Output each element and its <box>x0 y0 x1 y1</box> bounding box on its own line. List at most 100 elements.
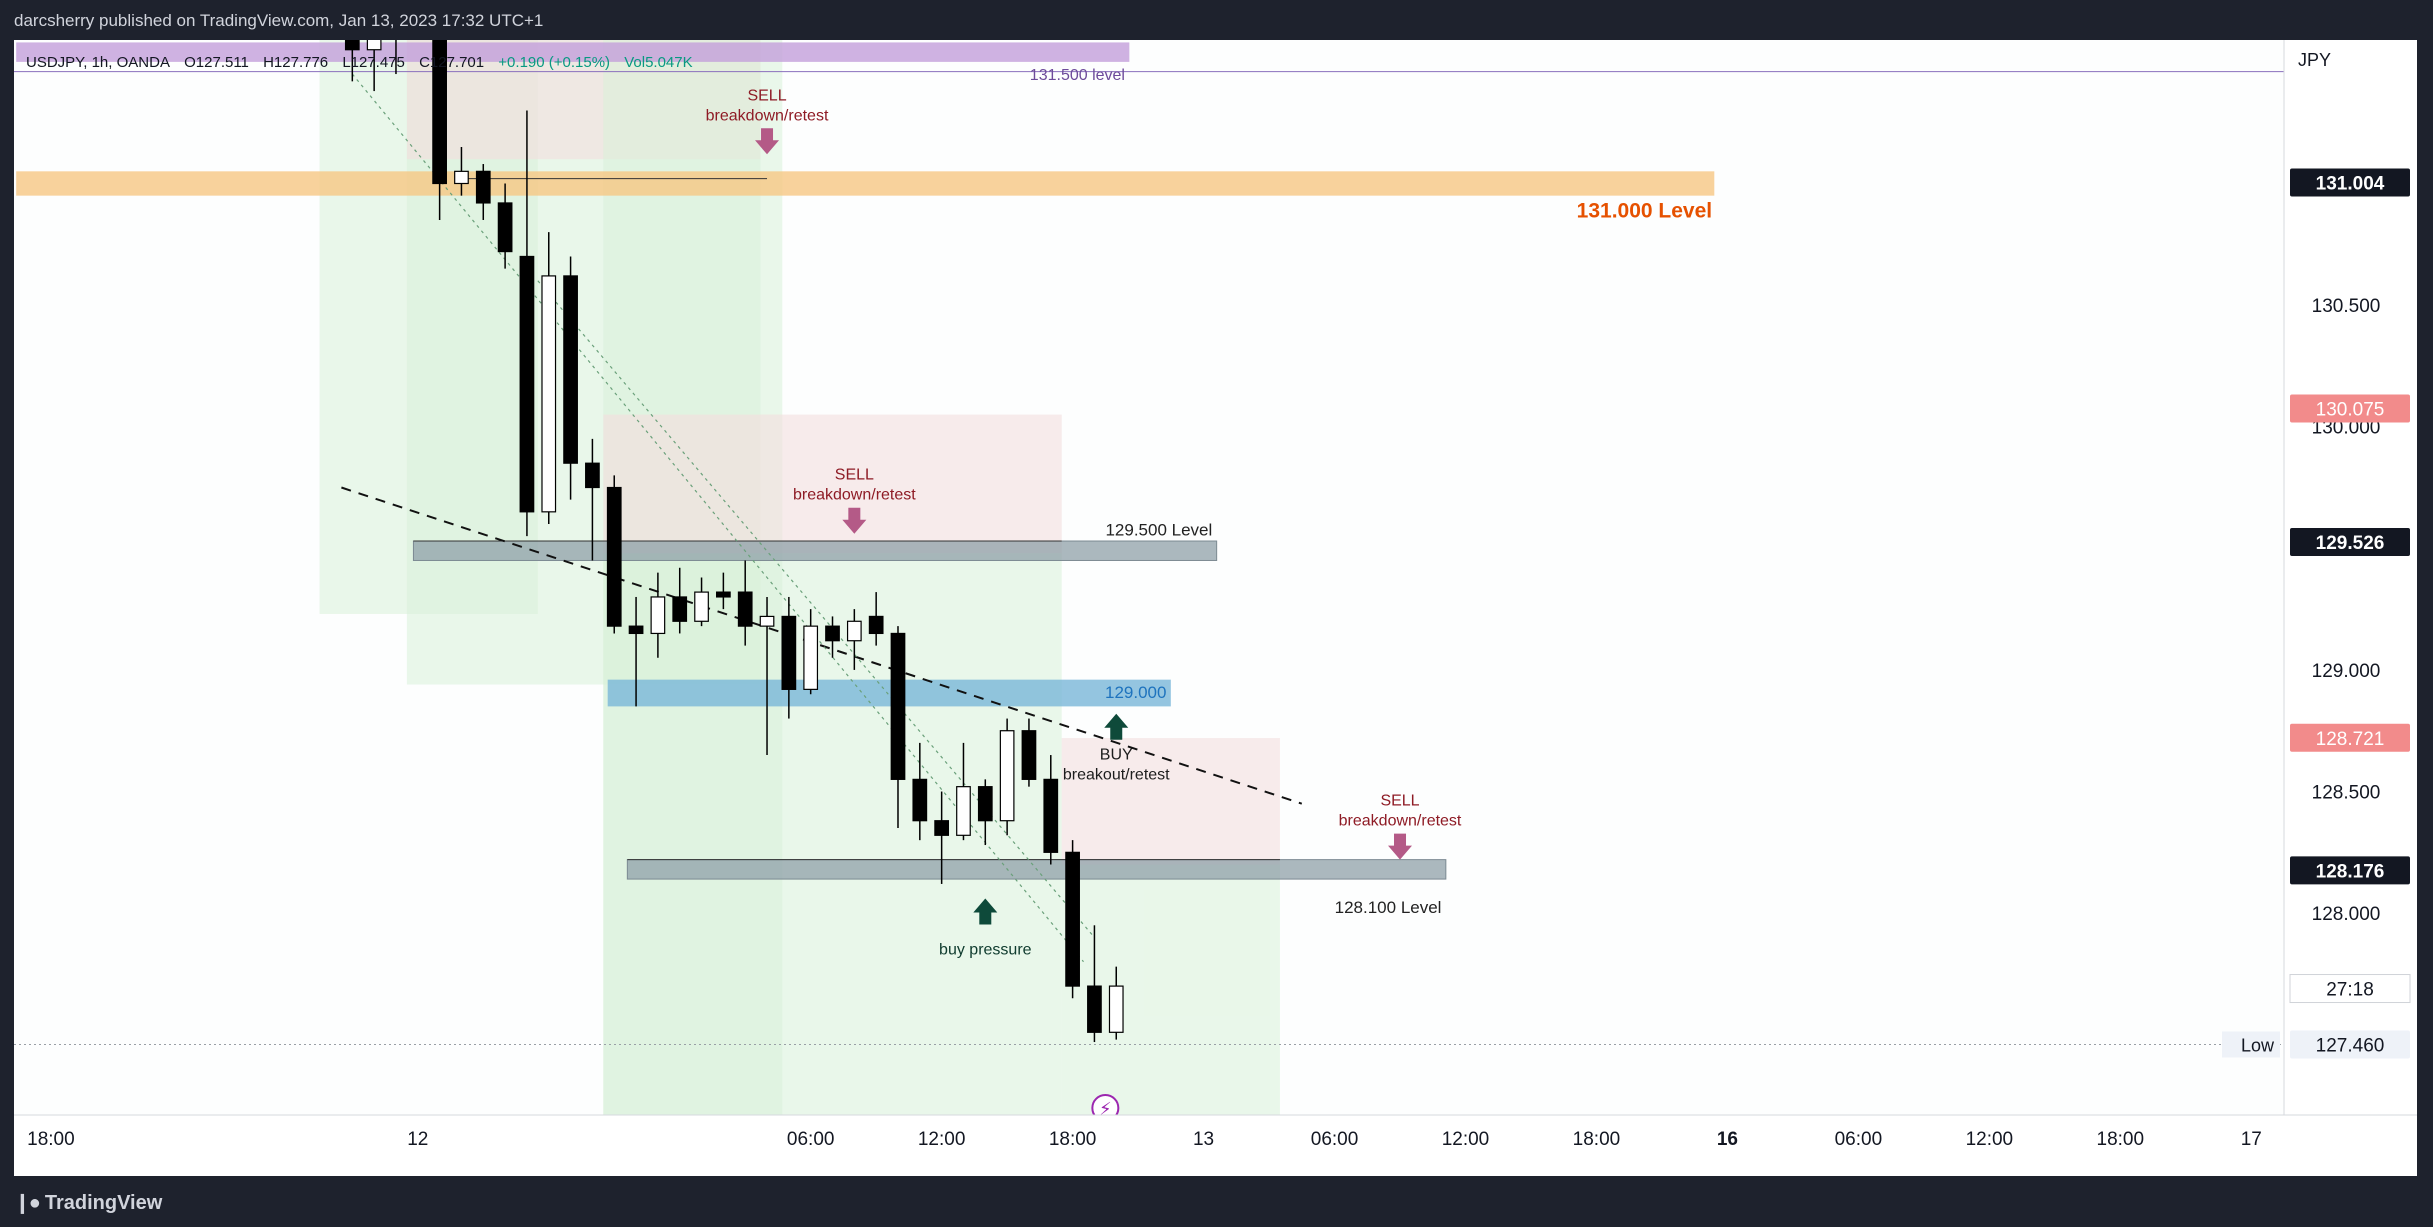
level-label: 129.500 Level <box>1105 520 1212 539</box>
low-tag-bg <box>2222 1031 2280 1058</box>
annotation-sell: SELL breakdown/retest <box>793 467 916 534</box>
candle <box>366 40 382 92</box>
price-chart[interactable]: 131.500 level 131.000 Level 129.500 Level 1… <box>14 40 2417 1176</box>
annotation-buy: buy pressure <box>939 898 1032 959</box>
time-tick-label: 12:00 <box>1966 1129 2014 1150</box>
time-tick-label: 18:00 <box>1573 1129 1621 1150</box>
candle <box>519 110 535 537</box>
candle-body-bull <box>694 591 709 622</box>
candle <box>956 742 971 841</box>
symbol-legend: USDJPY, 1h, OANDA O127.511 H127.776 L127… <box>26 54 703 71</box>
time-axis <box>14 1115 2417 1176</box>
legend-open: O127.511 <box>184 54 249 71</box>
trendline-dashed-0 <box>341 486 1303 805</box>
price-axis <box>2284 40 2417 1176</box>
annotation-title: BUY <box>1100 747 1133 764</box>
candle-body-bear <box>606 486 622 627</box>
candle <box>628 596 644 707</box>
level-label: 131.500 level <box>1030 67 1125 84</box>
candle-body-bull <box>366 40 382 51</box>
price-tag-bg <box>2290 856 2410 885</box>
price-tick-label: 129.000 <box>2312 661 2381 682</box>
time-tick-label: 18:00 <box>27 1129 75 1150</box>
candle-body-bear <box>825 625 840 642</box>
price-tag-bg <box>2290 394 2410 423</box>
annotation-subtitle: breakdown/retest <box>1339 813 1462 830</box>
candle <box>1108 966 1124 1040</box>
zone-purple-0 <box>16 42 1130 62</box>
price-tick-label: 128.000 <box>2312 904 2381 925</box>
time-tick-label: 12:00 <box>918 1129 966 1150</box>
annotation-title: SELL <box>1380 793 1419 810</box>
candle <box>475 164 491 220</box>
candle-body-bear <box>868 615 884 635</box>
legend-close: C127.701 <box>419 54 485 71</box>
candle-body-bear <box>737 591 753 627</box>
candle <box>672 567 688 634</box>
candle-body-bear <box>628 625 644 635</box>
chart-panel[interactable]: 131.500 level 131.000 Level 129.500 Level 1… <box>14 40 2417 1176</box>
candle <box>1065 840 1080 999</box>
candle-body-bear <box>519 255 535 513</box>
level-label: 131.000 Level <box>1577 199 1712 222</box>
candle <box>395 40 397 75</box>
candle <box>650 572 666 658</box>
level-label: 129.000 <box>1105 683 1166 702</box>
candle-body-bear <box>890 632 906 780</box>
zone-breakout-3 <box>607 679 1171 707</box>
annotation-title: SELL <box>835 467 874 484</box>
footer-bar: ❙● TradingView <box>0 1176 2433 1227</box>
buy-arrow-icon <box>1104 713 1129 740</box>
candle-body-bear <box>563 275 578 464</box>
candle-body-bear <box>1065 851 1080 987</box>
price-tag: 131.004 <box>2316 174 2385 195</box>
annotation-sell: SELL breakdown/retest <box>706 87 829 155</box>
candle <box>1021 718 1037 787</box>
candle-body-bear <box>432 40 447 185</box>
publish-bar: darcsherry published on TradingView.com,… <box>0 0 2433 40</box>
legend-change: +0.190 (+0.15%) <box>498 54 611 71</box>
candle-body-bull <box>999 730 1015 822</box>
buy-arrow-icon <box>973 898 998 925</box>
bar-countdown: 27:18 <box>2326 980 2374 1001</box>
candle-body-bear <box>912 778 928 822</box>
publish-info: darcsherry published on TradingView.com,… <box>14 11 544 30</box>
candle <box>432 40 447 220</box>
candle <box>716 572 731 610</box>
time-tick-label: 16 <box>1717 1129 1738 1150</box>
annotation-sell: SELL breakdown/retest <box>1339 793 1462 860</box>
time-tick-label: 06:00 <box>1835 1129 1883 1150</box>
candle <box>846 609 862 670</box>
candle <box>344 40 360 82</box>
countdown-bg <box>2289 974 2411 1004</box>
time-tick-label: 13 <box>1193 1129 1214 1150</box>
time-tick-label: 17 <box>2241 1129 2262 1150</box>
tradingview-logo[interactable]: ❙● TradingView <box>14 1190 162 1215</box>
candle-body-bear <box>1087 985 1102 1033</box>
sell-arrow-icon <box>1388 833 1413 860</box>
candle-body-bull <box>759 615 775 627</box>
candle <box>606 475 622 634</box>
candle <box>497 183 513 269</box>
candle <box>868 592 884 646</box>
annotation-title: buy pressure <box>939 942 1032 959</box>
level-label: 128.100 Level <box>1335 898 1442 917</box>
candle <box>1087 925 1102 1043</box>
currency-label: JPY <box>2298 50 2331 70</box>
candle-body-bull <box>956 786 971 836</box>
candle <box>454 147 469 196</box>
price-tag-bg <box>2290 723 2410 752</box>
candle <box>890 626 906 829</box>
price-tag-bg <box>2290 168 2410 197</box>
annotation-subtitle: breakdown/retest <box>706 107 829 124</box>
candle-body-bear <box>716 591 731 598</box>
position-band-red-7 <box>1061 738 1280 865</box>
annotation-title: SELL <box>747 87 786 104</box>
candle-body-bull <box>1108 985 1124 1033</box>
candle <box>541 232 557 524</box>
price-tag-bg <box>2290 527 2410 556</box>
annotation-buy: BUY breakout/retest <box>1063 713 1170 784</box>
time-tick-label: 12:00 <box>1442 1129 1490 1150</box>
price-tick-label: 130.500 <box>2312 296 2381 317</box>
candle <box>934 791 950 884</box>
